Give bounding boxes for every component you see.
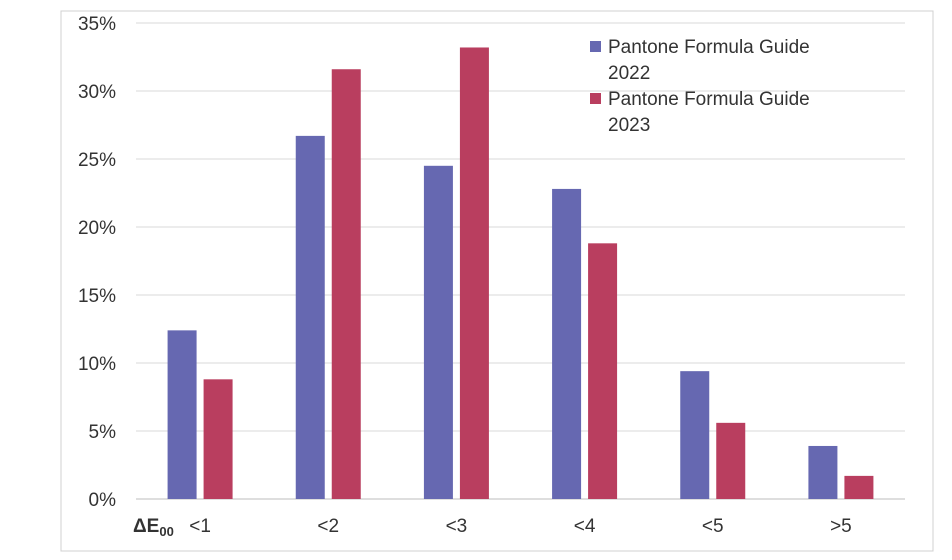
y-tick-label: 5% bbox=[89, 422, 117, 443]
y-tick-label: 35% bbox=[78, 14, 116, 35]
legend-label: Pantone Formula Guide bbox=[608, 89, 810, 110]
legend-swatch bbox=[590, 41, 601, 52]
bar-2023 bbox=[459, 47, 489, 499]
x-tick-label: <1 bbox=[189, 516, 211, 537]
bar-2023 bbox=[588, 243, 618, 499]
y-tick-label: 0% bbox=[89, 490, 117, 511]
gridlines bbox=[136, 22, 905, 500]
x-tick-label: <3 bbox=[446, 516, 468, 537]
legend-swatch bbox=[590, 93, 601, 104]
bar-2023 bbox=[844, 475, 874, 499]
bar-2022 bbox=[808, 445, 838, 499]
y-tick-label: 15% bbox=[78, 286, 116, 307]
y-tick-label: 25% bbox=[78, 150, 116, 171]
x-tick-label: <2 bbox=[317, 516, 339, 537]
bar-2023 bbox=[716, 422, 746, 499]
y-tick-label: 10% bbox=[78, 354, 116, 375]
y-axis-ticks: 0% 5% 10% 15% 20% 25% 30% 35% bbox=[78, 14, 116, 511]
x-axis-label: ΔE00 bbox=[133, 516, 174, 539]
x-axis-ticks: <1 <2 <3 <4 <5 >5 bbox=[189, 516, 852, 537]
bar-2022 bbox=[167, 330, 197, 499]
y-tick-label: 30% bbox=[78, 82, 116, 103]
legend-label: 2022 bbox=[608, 63, 650, 84]
bar-2022 bbox=[680, 371, 710, 499]
legend-label: Pantone Formula Guide bbox=[608, 37, 810, 58]
bar-2023 bbox=[203, 379, 233, 499]
bars bbox=[167, 47, 874, 500]
x-tick-label: <4 bbox=[574, 516, 596, 537]
x-tick-label: >5 bbox=[830, 516, 852, 537]
bar-2022 bbox=[552, 188, 582, 500]
legend: Pantone Formula Guide 2022 Pantone Formula… bbox=[590, 37, 810, 136]
bar-2022 bbox=[295, 135, 325, 499]
bar-2022 bbox=[423, 165, 453, 500]
y-tick-label: 20% bbox=[78, 218, 116, 239]
legend-label: 2023 bbox=[608, 115, 650, 136]
x-tick-label: <5 bbox=[702, 516, 724, 537]
bar-2023 bbox=[331, 69, 361, 500]
